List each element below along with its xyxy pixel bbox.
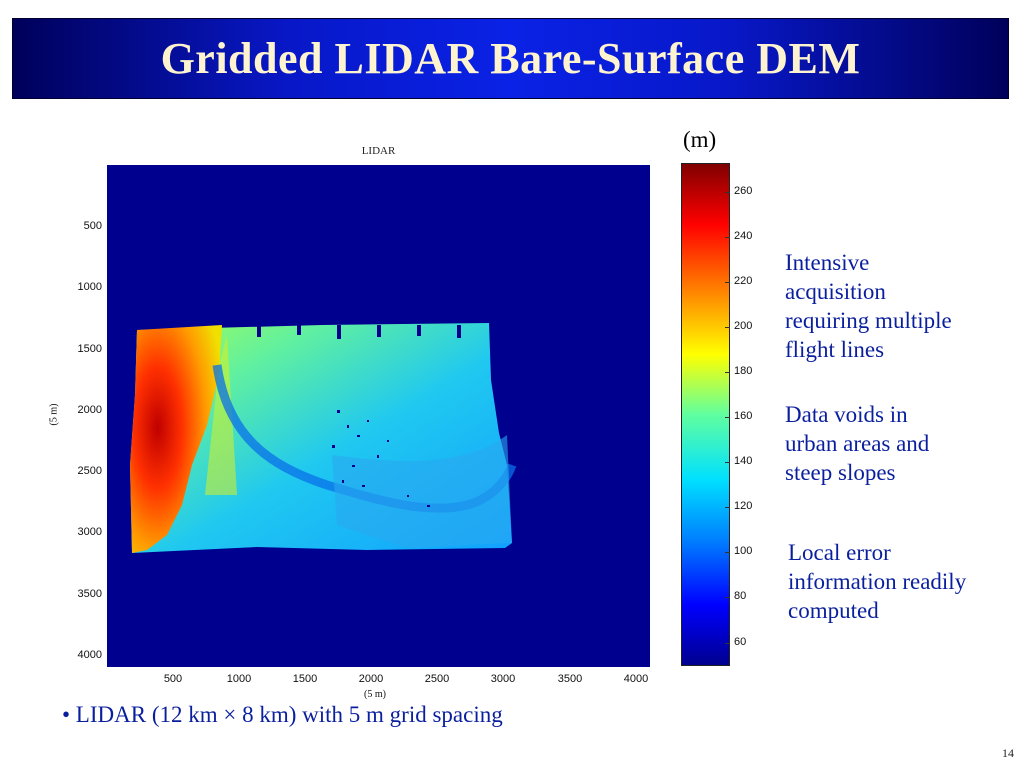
colorbar-tick: 220 [734, 275, 753, 287]
y-tick: 3000 [77, 526, 102, 538]
title-bar: Gridded LIDAR Bare-Surface DEM [12, 18, 1009, 99]
x-tick: 1500 [292, 673, 318, 685]
colorbar-tick: 100 [734, 545, 753, 557]
y-tick: 3500 [77, 588, 102, 600]
x-tick: 3500 [557, 673, 583, 685]
colorbar-tick-mark [725, 327, 730, 328]
plot-title: LIDAR [361, 145, 396, 157]
colorbar-unit: (m) [683, 127, 717, 152]
colorbar-tick-mark [725, 282, 730, 283]
colorbar-tick-mark [725, 507, 730, 508]
colorbar-tick-mark [725, 462, 730, 463]
x-tick: 500 [163, 673, 183, 685]
colorbar-tick: 120 [734, 500, 753, 512]
note-intensive-acquisition: Intensive acquisition requiring multiple… [785, 250, 952, 362]
colorbar [681, 163, 730, 666]
colorbar-tick: 260 [734, 185, 753, 197]
y-tick: 4000 [77, 649, 102, 661]
x-tick: 2500 [424, 673, 450, 685]
colorbar-tick: 60 [734, 636, 747, 648]
colorbar-tick-mark [725, 643, 730, 644]
colorbar-tick-mark [725, 417, 730, 418]
colorbar-tick: 200 [734, 320, 753, 332]
colorbar-tick-mark [725, 597, 730, 598]
note-local-error: Local error information readily computed [788, 540, 967, 623]
colorbar-tick: 140 [734, 455, 753, 467]
x-tick: 2000 [358, 673, 384, 685]
colorbar-tick: 160 [734, 410, 753, 422]
colorbar-tick-mark [725, 192, 730, 193]
dem-highland-area [130, 325, 222, 553]
colorbar-tick-mark [725, 237, 730, 238]
y-tick: 500 [83, 220, 102, 232]
colorbar-tick-mark [725, 552, 730, 553]
x-axis-label: (5 m) [364, 689, 386, 700]
colorbar-tick: 240 [734, 230, 753, 242]
colorbar-tick: 80 [734, 590, 747, 602]
lidar-dem-map [107, 165, 650, 667]
x-tick: 4000 [623, 673, 649, 685]
colorbar-tick: 180 [734, 365, 753, 377]
dem-urban-voids [257, 325, 461, 507]
dem-floodplain [332, 435, 512, 548]
colorbar-tick-mark [725, 372, 730, 373]
y-tick: 2500 [77, 465, 102, 477]
note-data-voids: Data voids in urban areas and steep slop… [785, 402, 930, 485]
slide-title: Gridded LIDAR Bare-Surface DEM [160, 34, 861, 83]
dem-ridge-yellow [205, 335, 237, 495]
bullet-lidar-spec: • LIDAR (12 km × 8 km) with 5 m grid spa… [62, 702, 503, 727]
y-tick: 1500 [77, 343, 102, 355]
x-tick: 3000 [490, 673, 516, 685]
y-tick: 2000 [77, 404, 102, 416]
y-tick: 1000 [77, 281, 102, 293]
page-number: 14 [1002, 746, 1014, 760]
x-tick: 1000 [226, 673, 252, 685]
y-axis-label: (5 m) [48, 403, 60, 426]
